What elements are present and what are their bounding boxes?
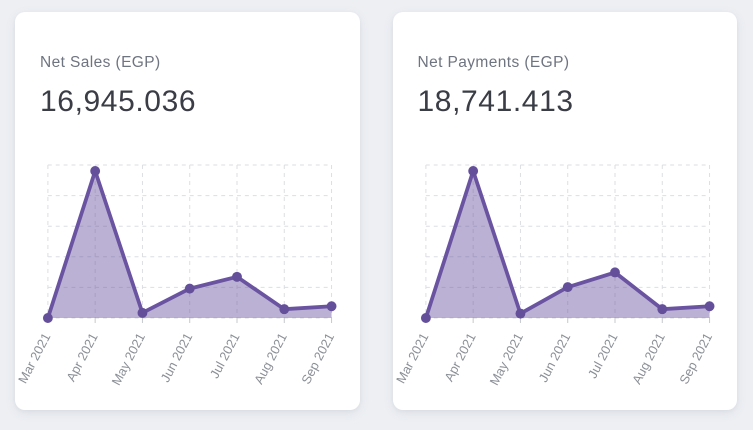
x-axis-label: Sep 2021 — [298, 330, 337, 386]
net-sales-chart: Mar 2021 Apr 2021 May 2021 Jun 2021 Jul 2021… — [15, 164, 337, 388]
data-point-jul-2021[interactable] — [609, 267, 620, 278]
data-point-mar-2021[interactable] — [420, 313, 431, 323]
x-axis-label: Jun 2021 — [535, 330, 573, 384]
area-fill — [47, 171, 332, 318]
x-axis-label: Jun 2021 — [157, 330, 195, 384]
net-sales-card: Net Sales (EGP) 16,945.036 Mar 2021 Apr 2… — [15, 12, 360, 410]
data-point-apr-2021[interactable] — [467, 166, 478, 176]
net-payments-chart: Mar 2021 Apr 2021 May 2021 Jun 2021 Jul 2021… — [393, 164, 715, 388]
data-point-jun-2021[interactable] — [184, 283, 195, 294]
data-point-jul-2021[interactable] — [232, 271, 242, 282]
x-axis-label: Mar 2021 — [15, 330, 53, 386]
area-fill — [425, 171, 710, 318]
x-axis-label: May 2021 — [108, 330, 148, 387]
x-axis-label: Mar 2021 — [393, 330, 431, 386]
x-axis-labels: Mar 2021 Apr 2021 May 2021 Jun 2021 Jul 2021… — [15, 330, 337, 387]
x-axis-labels: Mar 2021 Apr 2021 May 2021 Jun 2021 Jul 2021… — [393, 330, 715, 387]
net-payments-card: Net Payments (EGP) 18,741.413 Mar 2021 Ap… — [392, 12, 737, 410]
data-point-aug-2021[interactable] — [656, 304, 667, 315]
net-sales-value: 16,945.036 — [40, 85, 197, 118]
data-point-jun-2021[interactable] — [562, 282, 573, 293]
x-axis-label: Aug 2021 — [251, 330, 290, 386]
x-axis-ticks — [424, 318, 710, 323]
net-payments-value: 18,741.413 — [417, 85, 574, 118]
data-point-mar-2021[interactable] — [42, 313, 53, 323]
data-points — [420, 166, 714, 323]
x-axis-label: May 2021 — [486, 330, 526, 387]
data-point-may-2021[interactable] — [515, 308, 525, 319]
net-sales-title: Net Sales (EGP) — [40, 54, 161, 71]
data-point-aug-2021[interactable] — [279, 304, 290, 315]
x-axis-label: Sep 2021 — [676, 330, 715, 386]
x-axis-ticks — [47, 318, 333, 323]
data-point-sep-2021[interactable] — [326, 301, 337, 312]
x-axis-label: Apr 2021 — [63, 330, 101, 384]
net-payments-title: Net Payments (EGP) — [417, 54, 570, 71]
data-point-may-2021[interactable] — [137, 307, 148, 318]
data-point-sep-2021[interactable] — [704, 301, 714, 312]
x-axis-label: Aug 2021 — [629, 330, 668, 386]
x-axis-label: Apr 2021 — [441, 330, 479, 384]
x-axis-label: Jul 2021 — [584, 330, 620, 380]
x-axis-label: Jul 2021 — [207, 330, 243, 380]
data-point-apr-2021[interactable] — [90, 166, 101, 176]
data-points — [42, 166, 337, 323]
